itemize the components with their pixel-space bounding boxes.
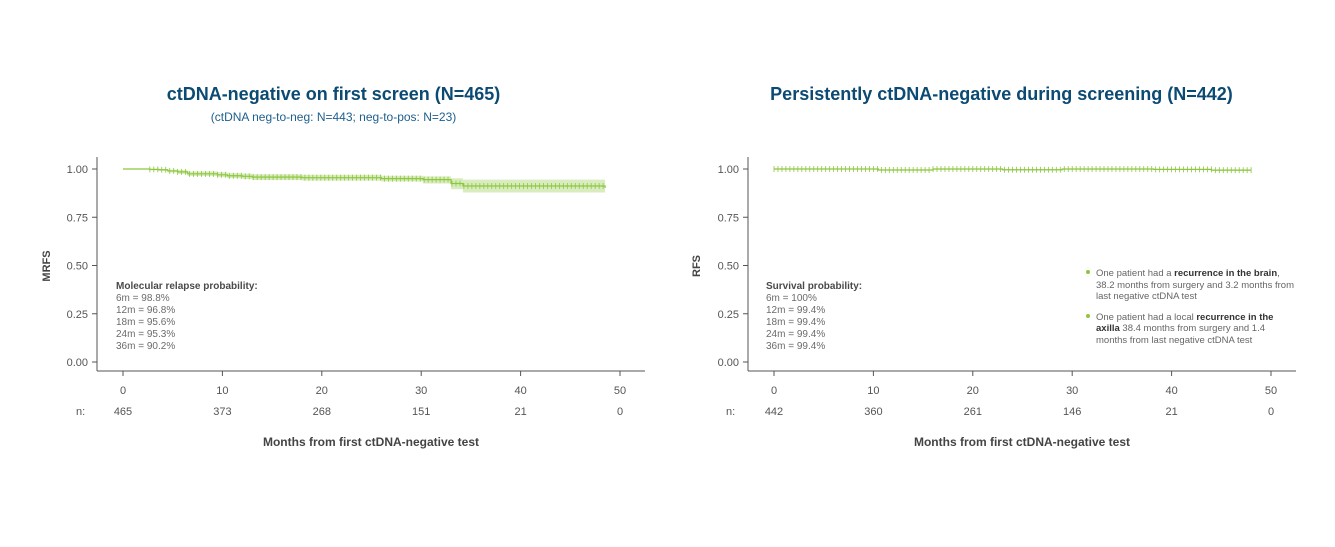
x-tick-label: 40 bbox=[514, 385, 526, 397]
y-tick-label: 0.50 bbox=[718, 261, 739, 273]
y-tick-label: 0.25 bbox=[67, 309, 88, 321]
y-axis-label: RFS bbox=[691, 255, 703, 277]
x-tick-label: 0 bbox=[120, 385, 126, 397]
bullet-dot-icon bbox=[1086, 313, 1090, 318]
x-tick-label: 50 bbox=[614, 385, 626, 397]
survival-probability-annotation: Survival probability: 6m = 100% 12m = 99… bbox=[766, 281, 862, 353]
x-axis-label: Months from first ctDNA-negative test bbox=[263, 435, 479, 449]
note-text: One patient had a bbox=[1096, 268, 1175, 279]
y-tick-label: 0.50 bbox=[67, 261, 88, 273]
recurrence-note-axilla: One patient had a local recurrence in th… bbox=[1086, 312, 1298, 347]
annotation-heading: Survival probability: bbox=[766, 281, 863, 292]
chart-title: Persistently ctDNA-negative during scree… bbox=[770, 84, 1233, 104]
at-risk-count: 261 bbox=[964, 406, 982, 418]
at-risk-count: 373 bbox=[213, 406, 231, 418]
x-tick-label: 50 bbox=[1265, 385, 1277, 397]
y-tick-label: 0.25 bbox=[718, 309, 739, 321]
x-tick-label: 20 bbox=[316, 385, 328, 397]
y-tick-label: 0.00 bbox=[67, 357, 88, 369]
at-risk-count: 151 bbox=[412, 406, 430, 418]
annotation-heading: Molecular relapse probability: bbox=[116, 281, 258, 292]
annotation-line: 36m = 99.4% bbox=[766, 341, 826, 352]
annotation-line: 36m = 90.2% bbox=[116, 341, 176, 352]
y-axis-label: MRFS bbox=[41, 250, 53, 281]
annotation-line: 12m = 99.4% bbox=[766, 305, 826, 316]
at-risk-count: 465 bbox=[114, 406, 132, 418]
y-tick-label: 0.75 bbox=[718, 212, 739, 224]
at-risk-label: n: bbox=[726, 406, 735, 418]
right-chart-panel: Persistently ctDNA-negative during scree… bbox=[668, 0, 1335, 547]
chart-title: ctDNA-negative on first screen (N=465) bbox=[166, 84, 501, 104]
x-tick-label: 40 bbox=[1165, 385, 1177, 397]
relapse-probability-annotation: Molecular relapse probability: 6m = 98.8… bbox=[116, 281, 258, 353]
survival-curve bbox=[123, 168, 606, 188]
recurrence-notes: One patient had a recurrence in the brai… bbox=[1086, 268, 1298, 355]
note-bold-text: recurrence in the brain bbox=[1174, 268, 1278, 279]
km-plot-rfs: 0.00 0.25 0.50 0.75 1.00 0 442 10 360 20 261 30 146 4… bbox=[691, 157, 1296, 449]
at-risk-count: 0 bbox=[1268, 406, 1274, 418]
annotation-line: 18m = 95.6% bbox=[116, 317, 176, 328]
bullet-dot-icon bbox=[1086, 270, 1090, 274]
y-tick-label: 0.75 bbox=[67, 212, 88, 224]
x-tick-label: 10 bbox=[867, 385, 879, 397]
y-tick-label: 0.00 bbox=[718, 357, 739, 369]
x-tick-label: 0 bbox=[771, 385, 777, 397]
at-risk-label: n: bbox=[76, 406, 85, 418]
x-tick-label: 20 bbox=[967, 385, 979, 397]
annotation-line: 24m = 99.4% bbox=[766, 329, 826, 340]
note-bold-text: recurrence in the axilla bbox=[1096, 311, 1274, 335]
annotation-line: 6m = 98.8% bbox=[116, 293, 170, 304]
x-axis-label: Months from first ctDNA-negative test bbox=[914, 435, 1130, 449]
at-risk-count: 442 bbox=[765, 406, 783, 418]
at-risk-count: 360 bbox=[864, 406, 882, 418]
y-tick-label: 1.00 bbox=[718, 164, 739, 176]
left-chart-panel: ctDNA-negative on first screen (N=465) (… bbox=[0, 0, 667, 547]
note-text: One patient had a local bbox=[1096, 311, 1197, 323]
chart-subtitle: (ctDNA neg-to-neg: N=443; neg-to-pos: N=… bbox=[210, 110, 457, 124]
annotation-line: 24m = 95.3% bbox=[116, 329, 176, 340]
y-tick-label: 1.00 bbox=[67, 164, 88, 176]
annotation-line: 12m = 96.8% bbox=[116, 305, 176, 316]
at-risk-count: 21 bbox=[1165, 406, 1177, 418]
x-tick-label: 10 bbox=[216, 385, 228, 397]
confidence-band bbox=[123, 169, 606, 196]
km-plot-mrfs: 0.00 0.25 0.50 0.75 1.00 0 465 10 373 20 268 30 151 4… bbox=[41, 157, 645, 449]
x-tick-label: 30 bbox=[415, 385, 427, 397]
recurrence-note-brain: One patient had a recurrence in the brai… bbox=[1086, 268, 1298, 303]
at-risk-count: 146 bbox=[1063, 406, 1081, 418]
x-tick-label: 30 bbox=[1066, 385, 1078, 397]
at-risk-count: 268 bbox=[313, 406, 331, 418]
at-risk-count: 0 bbox=[617, 406, 623, 418]
annotation-line: 18m = 99.4% bbox=[766, 317, 826, 328]
at-risk-count: 21 bbox=[514, 406, 526, 418]
note-text: 38.4 months from surgery and 1.4 months … bbox=[1096, 323, 1265, 346]
annotation-line: 6m = 100% bbox=[766, 293, 817, 304]
note-text: , 38.2 months from surgery and 3.2 month… bbox=[1096, 268, 1295, 302]
